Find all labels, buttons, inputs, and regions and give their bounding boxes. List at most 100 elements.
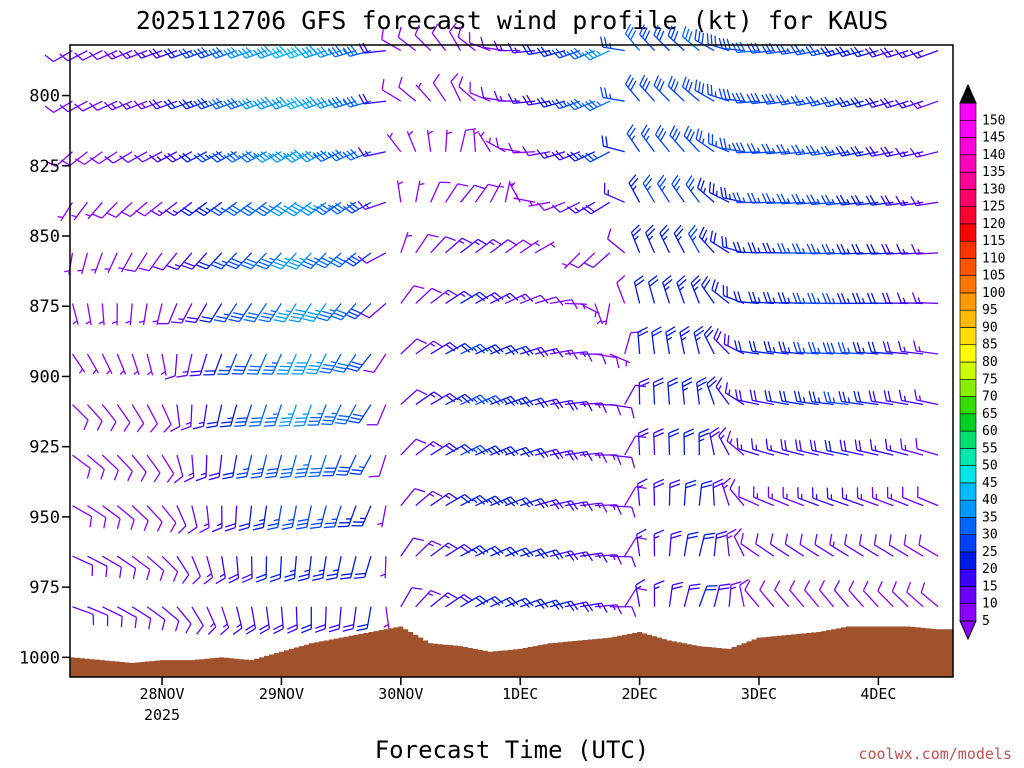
barb-feather bbox=[346, 367, 358, 372]
barb-feather bbox=[235, 365, 246, 368]
barb-half-feather bbox=[543, 152, 549, 158]
barb-feather bbox=[493, 90, 499, 102]
barb-feather bbox=[59, 53, 69, 62]
barb-feather bbox=[448, 492, 459, 500]
wind-barb bbox=[199, 303, 223, 323]
y-tick-label: 975 bbox=[29, 578, 60, 598]
wind-barb bbox=[131, 353, 140, 376]
barb-half-feather bbox=[594, 311, 597, 318]
barb-half-feather bbox=[429, 443, 435, 448]
barb-feather bbox=[735, 92, 742, 103]
barb-feather bbox=[725, 237, 728, 248]
wind-barb bbox=[239, 201, 267, 217]
barb-feather bbox=[227, 152, 237, 161]
barb-feather bbox=[238, 100, 247, 110]
barb-feather bbox=[238, 522, 250, 527]
colorbar-label: 40 bbox=[982, 493, 998, 508]
barb-feather bbox=[673, 224, 682, 234]
colorbar-swatch bbox=[959, 240, 977, 259]
barb-feather bbox=[178, 154, 188, 163]
barb-feather bbox=[906, 581, 912, 593]
barb-feather bbox=[634, 279, 645, 287]
barb-feather bbox=[414, 488, 426, 493]
wind-barb bbox=[856, 487, 879, 507]
wind-barb bbox=[400, 285, 425, 304]
barb-feather bbox=[91, 565, 94, 577]
barb-half-feather bbox=[609, 43, 612, 49]
barb-feather bbox=[782, 341, 787, 353]
barb-half-feather bbox=[704, 237, 708, 243]
barb-feather bbox=[305, 150, 315, 159]
wind-barb bbox=[294, 454, 312, 479]
barb-staff bbox=[874, 544, 894, 557]
barb-half-feather bbox=[418, 82, 422, 89]
wind-barb bbox=[835, 96, 864, 108]
barb-half-feather bbox=[253, 152, 259, 157]
barb-feather bbox=[856, 487, 859, 499]
barb-half-feather bbox=[313, 204, 319, 209]
wind-barb bbox=[346, 353, 372, 372]
barb-half-feather bbox=[916, 151, 922, 157]
wind-barb bbox=[459, 128, 477, 152]
colorbar-label: 135 bbox=[982, 165, 1005, 180]
barb-feather bbox=[103, 50, 113, 60]
wind-barb bbox=[683, 125, 700, 153]
barb-feather bbox=[615, 357, 620, 369]
wind-barb bbox=[353, 556, 372, 579]
barb-feather bbox=[490, 294, 500, 302]
barb-feather bbox=[132, 568, 137, 580]
barb-feather bbox=[813, 440, 817, 452]
wind-barb bbox=[581, 99, 611, 112]
barb-feather bbox=[222, 476, 233, 480]
barb-feather bbox=[777, 242, 783, 254]
barb-staff bbox=[376, 404, 387, 426]
barb-feather bbox=[272, 207, 283, 214]
barb-feather bbox=[275, 46, 284, 56]
barb-feather bbox=[295, 471, 307, 475]
wind-barb bbox=[458, 76, 476, 102]
barb-half-feather bbox=[816, 198, 821, 205]
wind-barb bbox=[103, 100, 133, 111]
barb-half-feather bbox=[209, 622, 215, 628]
barb-half-feather bbox=[831, 149, 836, 155]
wind-barbs bbox=[44, 22, 939, 636]
barb-half-feather bbox=[397, 181, 404, 186]
barb-feather bbox=[106, 212, 117, 218]
wind-barb bbox=[765, 438, 790, 456]
barb-half-feather bbox=[787, 247, 791, 254]
wind-barb bbox=[564, 601, 594, 613]
wind-barb bbox=[103, 50, 133, 60]
barb-feather bbox=[320, 97, 329, 107]
barb-feather bbox=[305, 204, 316, 212]
barb-feather bbox=[279, 475, 291, 479]
barb-half-feather bbox=[389, 132, 394, 138]
barb-feather bbox=[432, 441, 443, 448]
barb-feather bbox=[354, 572, 366, 576]
barb-half-feather bbox=[802, 347, 806, 353]
barb-feather bbox=[821, 293, 828, 304]
barb-staff bbox=[729, 488, 745, 507]
wind-barb bbox=[75, 151, 103, 166]
wind-barb bbox=[594, 353, 620, 369]
barb-feather bbox=[163, 100, 172, 110]
barb-half-feather bbox=[458, 240, 465, 244]
barb-feather bbox=[339, 466, 351, 469]
wind-barb bbox=[400, 338, 427, 355]
barb-feather bbox=[349, 472, 361, 476]
wind-barb bbox=[291, 353, 312, 375]
barb-feather bbox=[264, 420, 276, 423]
wind-barb bbox=[71, 303, 79, 325]
barb-feather bbox=[227, 206, 238, 214]
barb-half-feather bbox=[903, 395, 907, 402]
barb-feather bbox=[509, 596, 519, 606]
wind-barb bbox=[490, 446, 519, 457]
colorbar-label: 75 bbox=[982, 372, 998, 387]
barb-staff bbox=[112, 151, 133, 164]
barb-half-feather bbox=[831, 248, 836, 254]
barb-feather bbox=[782, 486, 784, 498]
barb-feather bbox=[300, 263, 311, 270]
barb-feather bbox=[234, 424, 245, 427]
wind-barb bbox=[681, 26, 700, 52]
barb-feather bbox=[712, 478, 724, 485]
wind-barb bbox=[152, 303, 163, 325]
